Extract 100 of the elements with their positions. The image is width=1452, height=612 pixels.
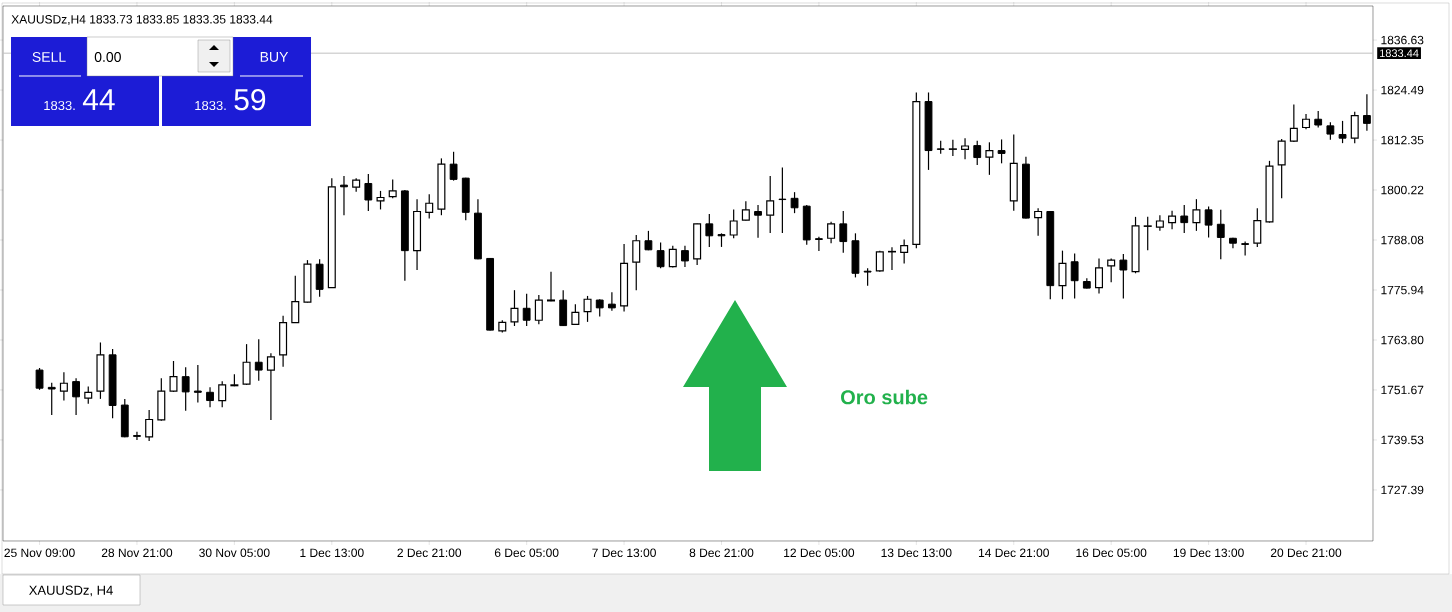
candlestick [729, 208, 738, 239]
candlestick [376, 190, 385, 211]
candlestick [1350, 111, 1359, 144]
y-tick-label: 1788.08 [1381, 235, 1424, 245]
candlestick [206, 386, 214, 408]
text: XAUUSDz,H4 1833.73 1833.85 1833.35 1833.44 [11, 15, 273, 25]
x-tick-label: 30 Nov 05:00 [199, 548, 270, 558]
candlestick [887, 246, 896, 271]
annotation: SELL [32, 52, 66, 62]
y-tick-label: 1812.35 [1381, 135, 1424, 145]
candlestick [632, 234, 641, 291]
candlestick [571, 303, 580, 326]
candlestick [1363, 93, 1371, 132]
candlestick [766, 175, 775, 234]
candlestick [291, 275, 300, 324]
candlestick [449, 151, 458, 182]
candlestick [1241, 240, 1250, 257]
candlestick [547, 271, 556, 302]
y-tick-label: 1836.63 [1381, 35, 1424, 45]
candlestick [181, 366, 190, 412]
x-tick-label: 8 Dec 21:00 [689, 548, 754, 558]
candlestick [1216, 209, 1225, 260]
candlestick [681, 245, 689, 268]
candlestick [668, 245, 677, 269]
candlestick [1277, 138, 1286, 199]
candlestick [340, 175, 348, 216]
candlestick [35, 367, 44, 391]
candlestick [961, 137, 970, 160]
annotation: 44 [82, 89, 115, 110]
x-tick-label: 7 Dec 13:00 [592, 548, 656, 558]
y-tick-label: 1751.67 [1381, 385, 1424, 395]
candlestick [1289, 103, 1298, 143]
ref-line-label: 1833.44 [1380, 49, 1419, 58]
candlestick [985, 141, 994, 176]
y-tick-label: 1727.39 [1381, 485, 1424, 495]
candlestick [1070, 252, 1079, 299]
candlestick [510, 289, 519, 327]
candlestick [741, 200, 750, 222]
candlestick [534, 294, 543, 325]
candlestick [997, 138, 1006, 164]
candlestick [1180, 204, 1189, 234]
candlestick [1192, 198, 1201, 232]
candlestick [388, 178, 397, 199]
candlestick [754, 204, 762, 239]
candlestick [72, 377, 80, 416]
candlestick [1204, 205, 1213, 239]
x-tick-label: 25 Nov 09:00 [4, 548, 75, 558]
candlestick [218, 380, 227, 408]
candlestick [242, 343, 251, 386]
candlestick [133, 431, 141, 441]
candlestick [1143, 216, 1152, 251]
candlestick [973, 140, 982, 166]
y-tick-label: 1763.80 [1381, 335, 1424, 345]
y-tick-label: 1824.49 [1381, 85, 1424, 95]
candlestick [705, 213, 714, 248]
candlestick [193, 364, 202, 404]
x-tick-label: 20 Dec 21:00 [1270, 548, 1342, 558]
y-tick-label: 1800.22 [1381, 185, 1424, 195]
candlestick [839, 210, 848, 254]
candlestick [59, 371, 68, 402]
annotation: Oro sube [841, 389, 928, 405]
annotation: 1833. [44, 100, 75, 111]
candlestick [1094, 257, 1104, 295]
candlestick [169, 360, 178, 393]
candlestick [948, 139, 957, 157]
candlestick [364, 173, 373, 212]
x-tick-label: 2 Dec 21:00 [397, 548, 462, 558]
candlestick [145, 409, 154, 442]
candlestick [607, 291, 616, 312]
candlestick [522, 293, 531, 327]
x-tick-label: 1 Dec 13:00 [300, 548, 364, 558]
candlestick [778, 166, 787, 234]
candlestick [47, 382, 56, 416]
x-tick-label: 12 Dec 05:00 [784, 548, 855, 558]
candlestick [815, 236, 823, 252]
annotation: 0.00 [94, 52, 121, 62]
candlestick [827, 221, 836, 244]
candlestick [1058, 250, 1067, 300]
candlestick [1034, 207, 1043, 237]
annotation: 1833. [195, 100, 226, 111]
candlestick [1168, 210, 1177, 230]
x-tick-label: 16 Dec 05:00 [1076, 548, 1147, 558]
y-tick-label: 1739.53 [1381, 435, 1424, 445]
y-tick-label: 1775.94 [1381, 285, 1424, 295]
x-tick-label: 13 Dec 13:00 [881, 548, 952, 558]
candlestick [1107, 257, 1116, 283]
candlestick [1119, 253, 1128, 299]
x-tick-label: 14 Dec 21:00 [978, 548, 1049, 558]
candlestick [1253, 207, 1262, 248]
candlestick [583, 295, 592, 323]
text: XAUUSDz, H4 [29, 585, 113, 597]
candlestick [1338, 120, 1347, 144]
candlestick [656, 241, 665, 269]
candlestick [425, 193, 434, 220]
annotation: BUY [260, 52, 289, 62]
candlestick [790, 191, 799, 214]
candlestick [254, 338, 263, 382]
annotation: 59 [234, 89, 266, 111]
x-tick-label: 6 Dec 05:00 [494, 548, 559, 558]
candlestick [900, 238, 909, 264]
